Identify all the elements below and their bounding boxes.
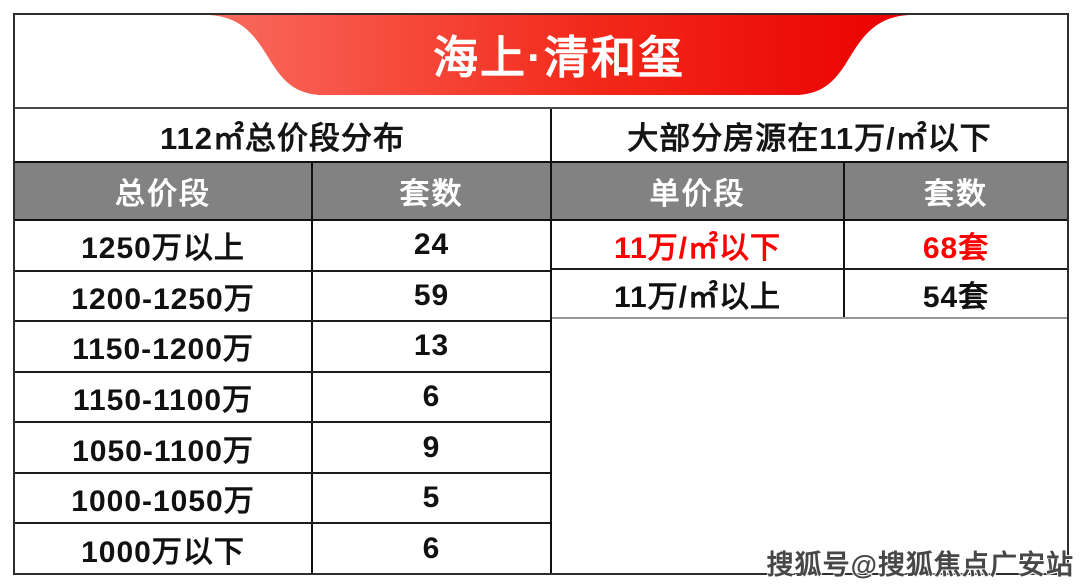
- row-value: 59: [413, 278, 450, 312]
- table-row: 1000-1050万 5: [15, 473, 550, 525]
- table-row: 1150-1100万 6: [15, 372, 550, 424]
- total-price-section-title: 112㎡总价段分布: [15, 109, 550, 163]
- total-price-table: 112㎡总价段分布 总价段 套数 1250万以上 24 1200-1250万 5…: [15, 109, 552, 574]
- row-label: 1050-1100万: [15, 423, 313, 472]
- table-row: 11万/㎡以上 54套: [552, 270, 1067, 319]
- unit-price-rows: 11万/㎡以下 68套 11万/㎡以上 54套: [552, 221, 1067, 573]
- sohu-watermark: 搜狐号@搜狐焦点广安站: [766, 550, 1074, 580]
- row-value: 6: [422, 531, 441, 565]
- row-label: 1150-1200万: [15, 322, 313, 371]
- table-row-highlighted: 11万/㎡以下 68套: [552, 221, 1067, 270]
- tables-container: 112㎡总价段分布 总价段 套数 1250万以上 24 1200-1250万 5…: [15, 109, 1067, 574]
- table-row: 1000万以下 6: [15, 524, 550, 574]
- ribbon-shape-svg: [209, 15, 909, 95]
- table-frame: 海上·清和玺 112㎡总价段分布 总价段 套数 1250万以上 24 1200-…: [13, 13, 1069, 575]
- col-header-unit-price-range: 单价段: [552, 163, 845, 219]
- row-label: 1200-1250万: [15, 271, 313, 321]
- table-row: 1200-1250万 59: [15, 271, 550, 323]
- banner-row: 海上·清和玺: [15, 15, 1067, 109]
- row-value: 68套: [922, 231, 990, 265]
- row-value: 13: [413, 329, 450, 363]
- row-label: 1150-1100万: [15, 372, 313, 422]
- row-label: 1000-1050万: [15, 473, 313, 523]
- red-ribbon: 海上·清和玺: [209, 15, 909, 99]
- total-price-rows: 1250万以上 24 1200-1250万 59 1150-1200万 13 1…: [15, 221, 550, 574]
- property-title: 海上·清和玺: [433, 31, 685, 83]
- row-label: 11万/㎡以上: [552, 270, 845, 317]
- row-value: 9: [422, 430, 441, 464]
- table-row: 1250万以上 24: [15, 221, 550, 272]
- row-value: 6: [422, 380, 441, 414]
- row-value: 24: [413, 228, 450, 262]
- col-header-price-range: 总价段: [15, 163, 313, 219]
- unit-price-section-title: 大部分房源在11万/㎡以下: [552, 109, 1067, 163]
- row-label: 11万/㎡以下: [552, 221, 845, 268]
- unit-price-table: 大部分房源在11万/㎡以下 单价段 套数 11万/㎡以下 68套 11万/㎡以上…: [552, 109, 1067, 573]
- row-value: 54套: [922, 280, 990, 314]
- total-price-header-row: 总价段 套数: [15, 163, 550, 221]
- unit-price-header-row: 单价段 套数: [552, 163, 1067, 221]
- table-row: 1150-1200万 13: [15, 322, 550, 373]
- empty-cell: [552, 319, 1067, 573]
- row-label: 1250万以上: [15, 221, 313, 270]
- row-value: 5: [422, 481, 441, 515]
- col-header-unit-count: 套数: [399, 178, 464, 211]
- row-label: 1000万以下: [15, 524, 313, 574]
- col-header-unit-count: 套数: [924, 178, 988, 211]
- table-row: 1050-1100万 9: [15, 423, 550, 474]
